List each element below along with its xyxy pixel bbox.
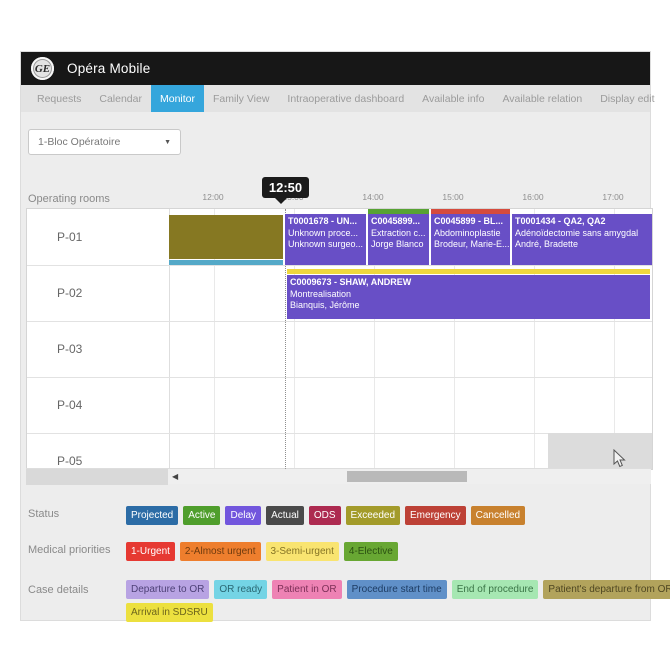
legend-badge-semi-urgent: 3-Semi-urgent — [265, 542, 339, 561]
app-header: GE Opéra Mobile — [21, 52, 650, 85]
horizontal-scrollbar[interactable]: ◀ — [26, 468, 651, 485]
row-divider — [27, 265, 652, 266]
gridline-1300 — [294, 209, 295, 469]
schedule-grid: P-01 P-02 P-03 P-04 P-05 T0001678 - UN..… — [26, 208, 653, 470]
legend-badge-projected: Projected — [126, 506, 179, 525]
legend-priorities-row: 1-Urgent 2-Almost urgent 3-Semi-urgent 4… — [126, 542, 398, 561]
tab-intraoperative-dashboard[interactable]: Intraoperative dashboard — [287, 92, 405, 105]
gridline-1700 — [614, 209, 615, 469]
chevron-down-icon: ▼ — [164, 138, 171, 146]
event-c0009673-shaw[interactable]: C0009673 - SHAW, ANDREW Montrealisation … — [287, 275, 650, 319]
room-label-p02: P-02 — [57, 286, 83, 300]
legend-badge-delay: Delay — [225, 506, 262, 525]
tab-available-relation[interactable]: Available relation — [502, 92, 583, 105]
scroll-left-arrow[interactable]: ◀ — [172, 472, 179, 481]
time-tick-1200: 12:00 — [202, 192, 224, 202]
mouse-cursor-icon — [613, 449, 626, 468]
bloc-select-value: 1-Bloc Opératoire — [38, 136, 121, 148]
ge-logo-icon: GE — [31, 57, 54, 80]
event-title: T0001678 - UN... — [288, 216, 358, 226]
room-label-p03: P-03 — [57, 342, 83, 356]
legend-priorities-label: Medical priorities — [28, 544, 111, 556]
row-divider — [27, 433, 652, 434]
legend-badge-almost-urgent: 2-Almost urgent — [179, 542, 261, 561]
gridline-1400 — [374, 209, 375, 469]
event-title: T0001434 - QA2, QA2 — [515, 216, 606, 226]
room-label-p05: P-05 — [57, 454, 83, 468]
legend-case-details-label: Case details — [28, 584, 89, 596]
legend-badge-elective: 4-Elective — [343, 542, 398, 561]
tab-family-view[interactable]: Family View — [213, 92, 270, 105]
row-divider — [27, 321, 652, 322]
row-divider — [27, 377, 652, 378]
legend-badge-end-of-procedure: End of procedure — [451, 580, 539, 599]
event-surgeon: Bianquis, Jérôme — [290, 300, 360, 310]
tab-calendar[interactable]: Calendar — [99, 92, 142, 105]
opera-mobile-window: GE Opéra Mobile Requests Calendar Monito… — [20, 51, 670, 622]
legend-badge-emergency: Emergency — [405, 506, 466, 525]
event-surgeon: Unknown surgeo... — [288, 239, 364, 249]
legend-badge-ods: ODS — [308, 506, 341, 525]
event-procedure: Abdominoplastie — [434, 227, 501, 238]
room-column-divider — [169, 209, 170, 469]
event-surgeon: Brodeur, Marie-E... — [434, 239, 510, 249]
tab-monitor[interactable]: Monitor — [150, 85, 204, 112]
legend-badge-cancelled: Cancelled — [470, 506, 526, 525]
event-projected-bar — [169, 260, 283, 265]
event-t0001678[interactable]: T0001678 - UN... Unknown proce... Unknow… — [285, 214, 366, 265]
event-procedure: Extraction c... — [371, 227, 426, 238]
app-title: Opéra Mobile — [67, 61, 151, 76]
unavailable-cell — [548, 433, 652, 469]
time-tick-1500: 15:00 — [442, 192, 464, 202]
event-surgeon: Jorge Blanco — [371, 239, 424, 249]
current-time-tooltip: 12:50 — [262, 177, 309, 204]
event-c0045899-extraction[interactable]: C0045899... Extraction c... Jorge Blanco — [368, 214, 429, 265]
event-t0001434[interactable]: T0001434 - QA2, QA2 Adénoïdectomie sans … — [512, 214, 652, 265]
tab-display-edit[interactable]: Display edit — [600, 92, 655, 105]
event-topbar-yellow — [287, 269, 650, 274]
legend-badge-patients-departure-from-or: Patient's departure from OR — [543, 580, 670, 599]
event-surgeon: André, Bradette — [515, 239, 579, 249]
legend-badge-or-ready: OR ready — [214, 580, 268, 599]
tab-available-info[interactable]: Available info — [422, 92, 485, 105]
legend-status-row: Projected Active Delay Actual ODS Exceed… — [126, 506, 526, 525]
event-procedure: Unknown proce... — [288, 227, 359, 238]
event-title: C0045899... — [371, 216, 421, 226]
room-label-p04: P-04 — [57, 398, 83, 412]
time-tick-1600: 16:00 — [522, 192, 544, 202]
legend-badge-exceeded: Exceeded — [345, 506, 401, 525]
bloc-select[interactable]: 1-Bloc Opératoire ▼ — [28, 129, 181, 155]
event-procedure: Montrealisation — [290, 288, 352, 299]
time-tick-1400: 14:00 — [362, 192, 384, 202]
time-tick-1700: 17:00 — [602, 192, 624, 202]
gridline-1200 — [214, 209, 215, 469]
legend-badge-actual: Actual — [266, 506, 304, 525]
event-procedure: Adénoïdectomie sans amygdal — [515, 227, 639, 238]
legend-badge-departure-to-or: Departure to OR — [126, 580, 210, 599]
legend-badge-arrival-in-sdsru: Arrival in SDSRU — [126, 603, 213, 622]
legend-badge-patient-in-or: Patient in OR — [272, 580, 342, 599]
operating-rooms-label: Operating rooms — [28, 193, 110, 205]
event-title: C0045899 - BL... — [434, 216, 504, 226]
room-label-p01: P-01 — [57, 230, 83, 244]
legend-case-details-row2: Arrival in SDSRU — [126, 603, 213, 622]
current-time-line — [285, 209, 286, 469]
legend-badge-active: Active — [183, 506, 221, 525]
scrollbar-corner — [26, 469, 168, 485]
gridline-1600 — [534, 209, 535, 469]
event-c0045899-abdominoplastie[interactable]: C0045899 - BL... Abdominoplastie Brodeur… — [431, 214, 510, 265]
tab-requests[interactable]: Requests — [37, 92, 82, 105]
legend-case-details-row1: Departure to OR OR ready Patient in OR P… — [126, 580, 670, 599]
event-topbar-red — [431, 209, 510, 214]
tab-bar: Requests Calendar Monitor Family View In… — [21, 85, 655, 112]
event-topbar-green — [368, 209, 429, 214]
legend-status-label: Status — [28, 508, 60, 520]
event-title: C0009673 - SHAW, ANDREW — [290, 277, 412, 287]
event-exceeded-block[interactable] — [169, 215, 283, 259]
legend-badge-urgent: 1-Urgent — [126, 542, 175, 561]
scrollbar-thumb[interactable] — [347, 471, 467, 482]
legend-badge-procedure-start-time: Procedure start time — [346, 580, 447, 599]
gridline-1500 — [454, 209, 455, 469]
